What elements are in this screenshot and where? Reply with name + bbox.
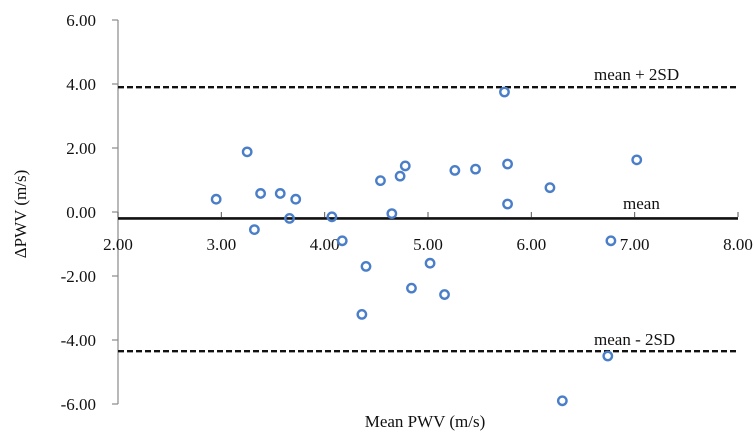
y-tick-label: -2.00 <box>61 267 96 286</box>
y-tick-group: 6.00 4.00 2.00 0.00 -2.00 -4.00 -6.00 <box>61 11 118 414</box>
data-point <box>274 188 286 199</box>
data-point <box>210 193 222 205</box>
data-point <box>439 289 450 300</box>
y-tick-label: 6.00 <box>66 11 96 30</box>
ref-label-mean: mean <box>623 194 660 213</box>
y-tick-label: 0.00 <box>66 203 96 222</box>
data-point <box>241 146 253 158</box>
data-point <box>631 154 643 166</box>
x-tick-label: 7.00 <box>620 235 650 254</box>
data-point <box>394 170 406 182</box>
x-tick-label: 4.00 <box>310 235 340 254</box>
y-axis-title: ΔPWV (m/s) <box>11 170 30 259</box>
data-point <box>502 158 513 170</box>
data-point <box>399 160 411 172</box>
data-point <box>360 260 372 272</box>
data-point <box>406 282 417 294</box>
reference-lines <box>118 85 738 353</box>
ref-label-lower: mean - 2SD <box>594 330 675 349</box>
x-tick-label: 3.00 <box>206 235 236 254</box>
data-point <box>470 163 481 175</box>
data-point <box>386 208 398 220</box>
y-tick-label: 2.00 <box>66 139 96 158</box>
x-tick-group: 2.00 3.00 4.00 5.00 6.00 7.00 8.00 <box>103 212 753 254</box>
data-point <box>375 175 386 187</box>
data-point <box>449 164 461 176</box>
data-point <box>255 188 266 199</box>
x-tick-label: 8.00 <box>723 235 753 254</box>
ref-label-upper: mean + 2SD <box>594 65 679 84</box>
x-tick-label: 6.00 <box>516 235 546 254</box>
y-tick-label: 4.00 <box>66 75 96 94</box>
data-point <box>605 235 617 247</box>
x-axis-title: Mean PWV (m/s) <box>365 412 486 431</box>
x-tick-label: 2.00 <box>103 235 133 254</box>
data-point <box>544 182 556 194</box>
data-point <box>499 86 510 98</box>
data-point <box>336 235 348 247</box>
data-points <box>210 86 643 407</box>
data-point <box>424 257 436 269</box>
data-point <box>284 212 295 224</box>
data-point <box>502 198 513 210</box>
data-point <box>248 224 260 236</box>
data-point <box>290 193 302 205</box>
data-point <box>326 211 338 223</box>
data-point <box>356 308 368 320</box>
data-point <box>556 395 568 407</box>
y-tick-label: -4.00 <box>61 331 96 350</box>
x-tick-label: 5.00 <box>413 235 443 254</box>
y-tick-label: -6.00 <box>61 395 96 414</box>
data-point <box>602 350 614 362</box>
